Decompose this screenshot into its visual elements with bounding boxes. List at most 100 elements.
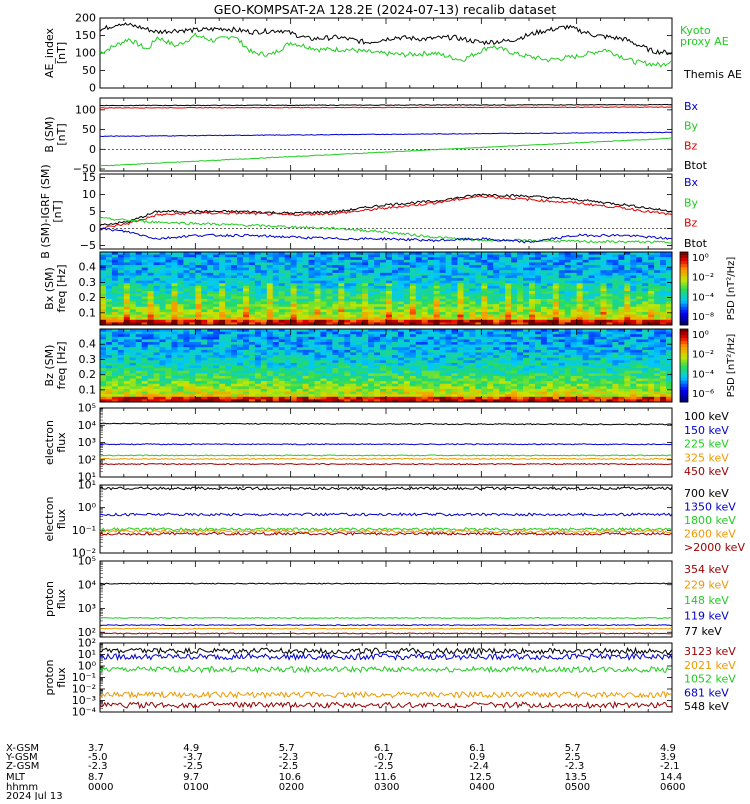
spectrogram-cell xyxy=(535,270,541,273)
spectrogram-cell xyxy=(320,283,326,286)
spectrogram-cell xyxy=(279,339,285,342)
spectrogram-cell xyxy=(624,268,630,271)
spectrogram-cell xyxy=(142,273,148,276)
y-tick-label: 0.1 xyxy=(79,306,97,319)
spectrogram-cell xyxy=(398,262,404,265)
spectrogram-cell xyxy=(166,257,172,260)
spectrogram-cell xyxy=(571,273,577,276)
spectrogram-cell xyxy=(309,320,315,323)
spectrogram-cell xyxy=(261,275,267,278)
colorbar-segment xyxy=(680,276,688,280)
spectrogram-cell xyxy=(309,358,315,361)
spectrogram-cell xyxy=(213,312,219,315)
spectrogram-cell xyxy=(213,376,219,379)
spectrogram-cell xyxy=(499,273,505,276)
spectrogram-cell xyxy=(177,286,183,289)
spectrogram-cell xyxy=(368,315,374,318)
spectrogram-cell xyxy=(452,291,458,294)
spectrogram-cell xyxy=(332,304,338,307)
spectrogram-cell xyxy=(225,347,231,350)
spectrogram-cell xyxy=(344,392,350,395)
spectrogram-cell xyxy=(219,315,225,318)
spectrogram-cell xyxy=(320,371,326,374)
spectrogram-cell xyxy=(368,376,374,379)
spectrogram-cell xyxy=(231,268,237,271)
spectrogram-cell xyxy=(172,286,178,289)
spectrogram-cell xyxy=(446,302,452,305)
spectrogram-cell xyxy=(267,334,273,337)
y-tick-label: 0.4 xyxy=(79,261,97,274)
spectrogram-cell xyxy=(326,360,332,363)
spectrogram-cell xyxy=(630,296,636,299)
spectrogram-cell xyxy=(154,291,160,294)
spectrogram-cell xyxy=(231,384,237,387)
spectrogram-cell xyxy=(434,366,440,369)
spectrogram-cell xyxy=(416,371,422,374)
spectrogram-cell xyxy=(475,368,481,371)
spectrogram-cell xyxy=(285,355,291,358)
spectrogram-cell xyxy=(183,363,189,366)
spectrogram-cell xyxy=(332,291,338,294)
spectrogram-cell xyxy=(458,291,464,294)
spectrogram-cell xyxy=(434,281,440,284)
spectrogram-cell xyxy=(338,366,344,369)
spectrogram-cell xyxy=(112,286,118,289)
spectrogram-cell xyxy=(380,302,386,305)
spectrogram-cell xyxy=(106,312,112,315)
spectrogram-cell xyxy=(481,309,487,312)
spectrogram-cell xyxy=(416,291,422,294)
spectrogram-cell xyxy=(255,397,261,400)
spectrogram-cell xyxy=(559,317,565,320)
spectrogram-cell xyxy=(493,255,499,258)
spectrogram-cell xyxy=(517,294,523,297)
spectrogram-cell xyxy=(356,281,362,284)
spectrogram-cell xyxy=(535,265,541,268)
spectrogram-cell xyxy=(469,376,475,379)
legend-label: By xyxy=(684,120,699,133)
spectrogram-cell xyxy=(493,309,499,312)
spectrogram-cell xyxy=(469,296,475,299)
spectrogram-cell xyxy=(195,291,201,294)
spectrogram-cell xyxy=(356,373,362,376)
spectrogram-cell xyxy=(380,342,386,345)
spectrogram-cell xyxy=(237,260,243,263)
spectrogram-cell xyxy=(386,363,392,366)
spectrogram-cell xyxy=(368,281,374,284)
spectrogram-cell xyxy=(440,386,446,389)
spectrogram-cell xyxy=(237,286,243,289)
spectrogram-cell xyxy=(601,273,607,276)
spectrogram-cell xyxy=(273,286,279,289)
spectrogram-cell xyxy=(481,299,487,302)
spectrogram-cell xyxy=(499,304,505,307)
spectrogram-cell xyxy=(511,381,517,384)
spectrogram-cell xyxy=(368,275,374,278)
spectrogram-cell xyxy=(410,347,416,350)
spectrogram-cell xyxy=(505,296,511,299)
spectrogram-cell xyxy=(231,302,237,305)
spectrogram-cell xyxy=(320,389,326,392)
spectrogram-cell xyxy=(166,358,172,361)
spectrogram-cell xyxy=(112,394,118,397)
spectrogram-cell xyxy=(261,368,267,371)
spectrogram-cell xyxy=(624,283,630,286)
spectrogram-cell xyxy=(559,260,565,263)
spectrogram-cell xyxy=(309,347,315,350)
spectrogram-cell xyxy=(654,270,660,273)
spectrogram-cell xyxy=(386,339,392,342)
spectrogram-cell xyxy=(243,368,249,371)
spectrogram-cell xyxy=(303,257,309,260)
spectrogram-cell xyxy=(475,302,481,305)
spectrogram-cell xyxy=(434,397,440,400)
spectrogram-cell xyxy=(160,268,166,271)
spectrogram-cell xyxy=(195,389,201,392)
spectrogram-cell xyxy=(452,302,458,305)
spectrogram-cell xyxy=(505,360,511,363)
spectrogram-cell xyxy=(285,273,291,276)
spectrogram-cell xyxy=(332,394,338,397)
spectrogram-cell xyxy=(303,358,309,361)
spectrogram-cell xyxy=(428,342,434,345)
spectrogram-cell xyxy=(618,307,624,310)
spectrogram-cell xyxy=(356,352,362,355)
spectrogram-cell xyxy=(612,315,618,318)
spectrogram-cell xyxy=(368,283,374,286)
